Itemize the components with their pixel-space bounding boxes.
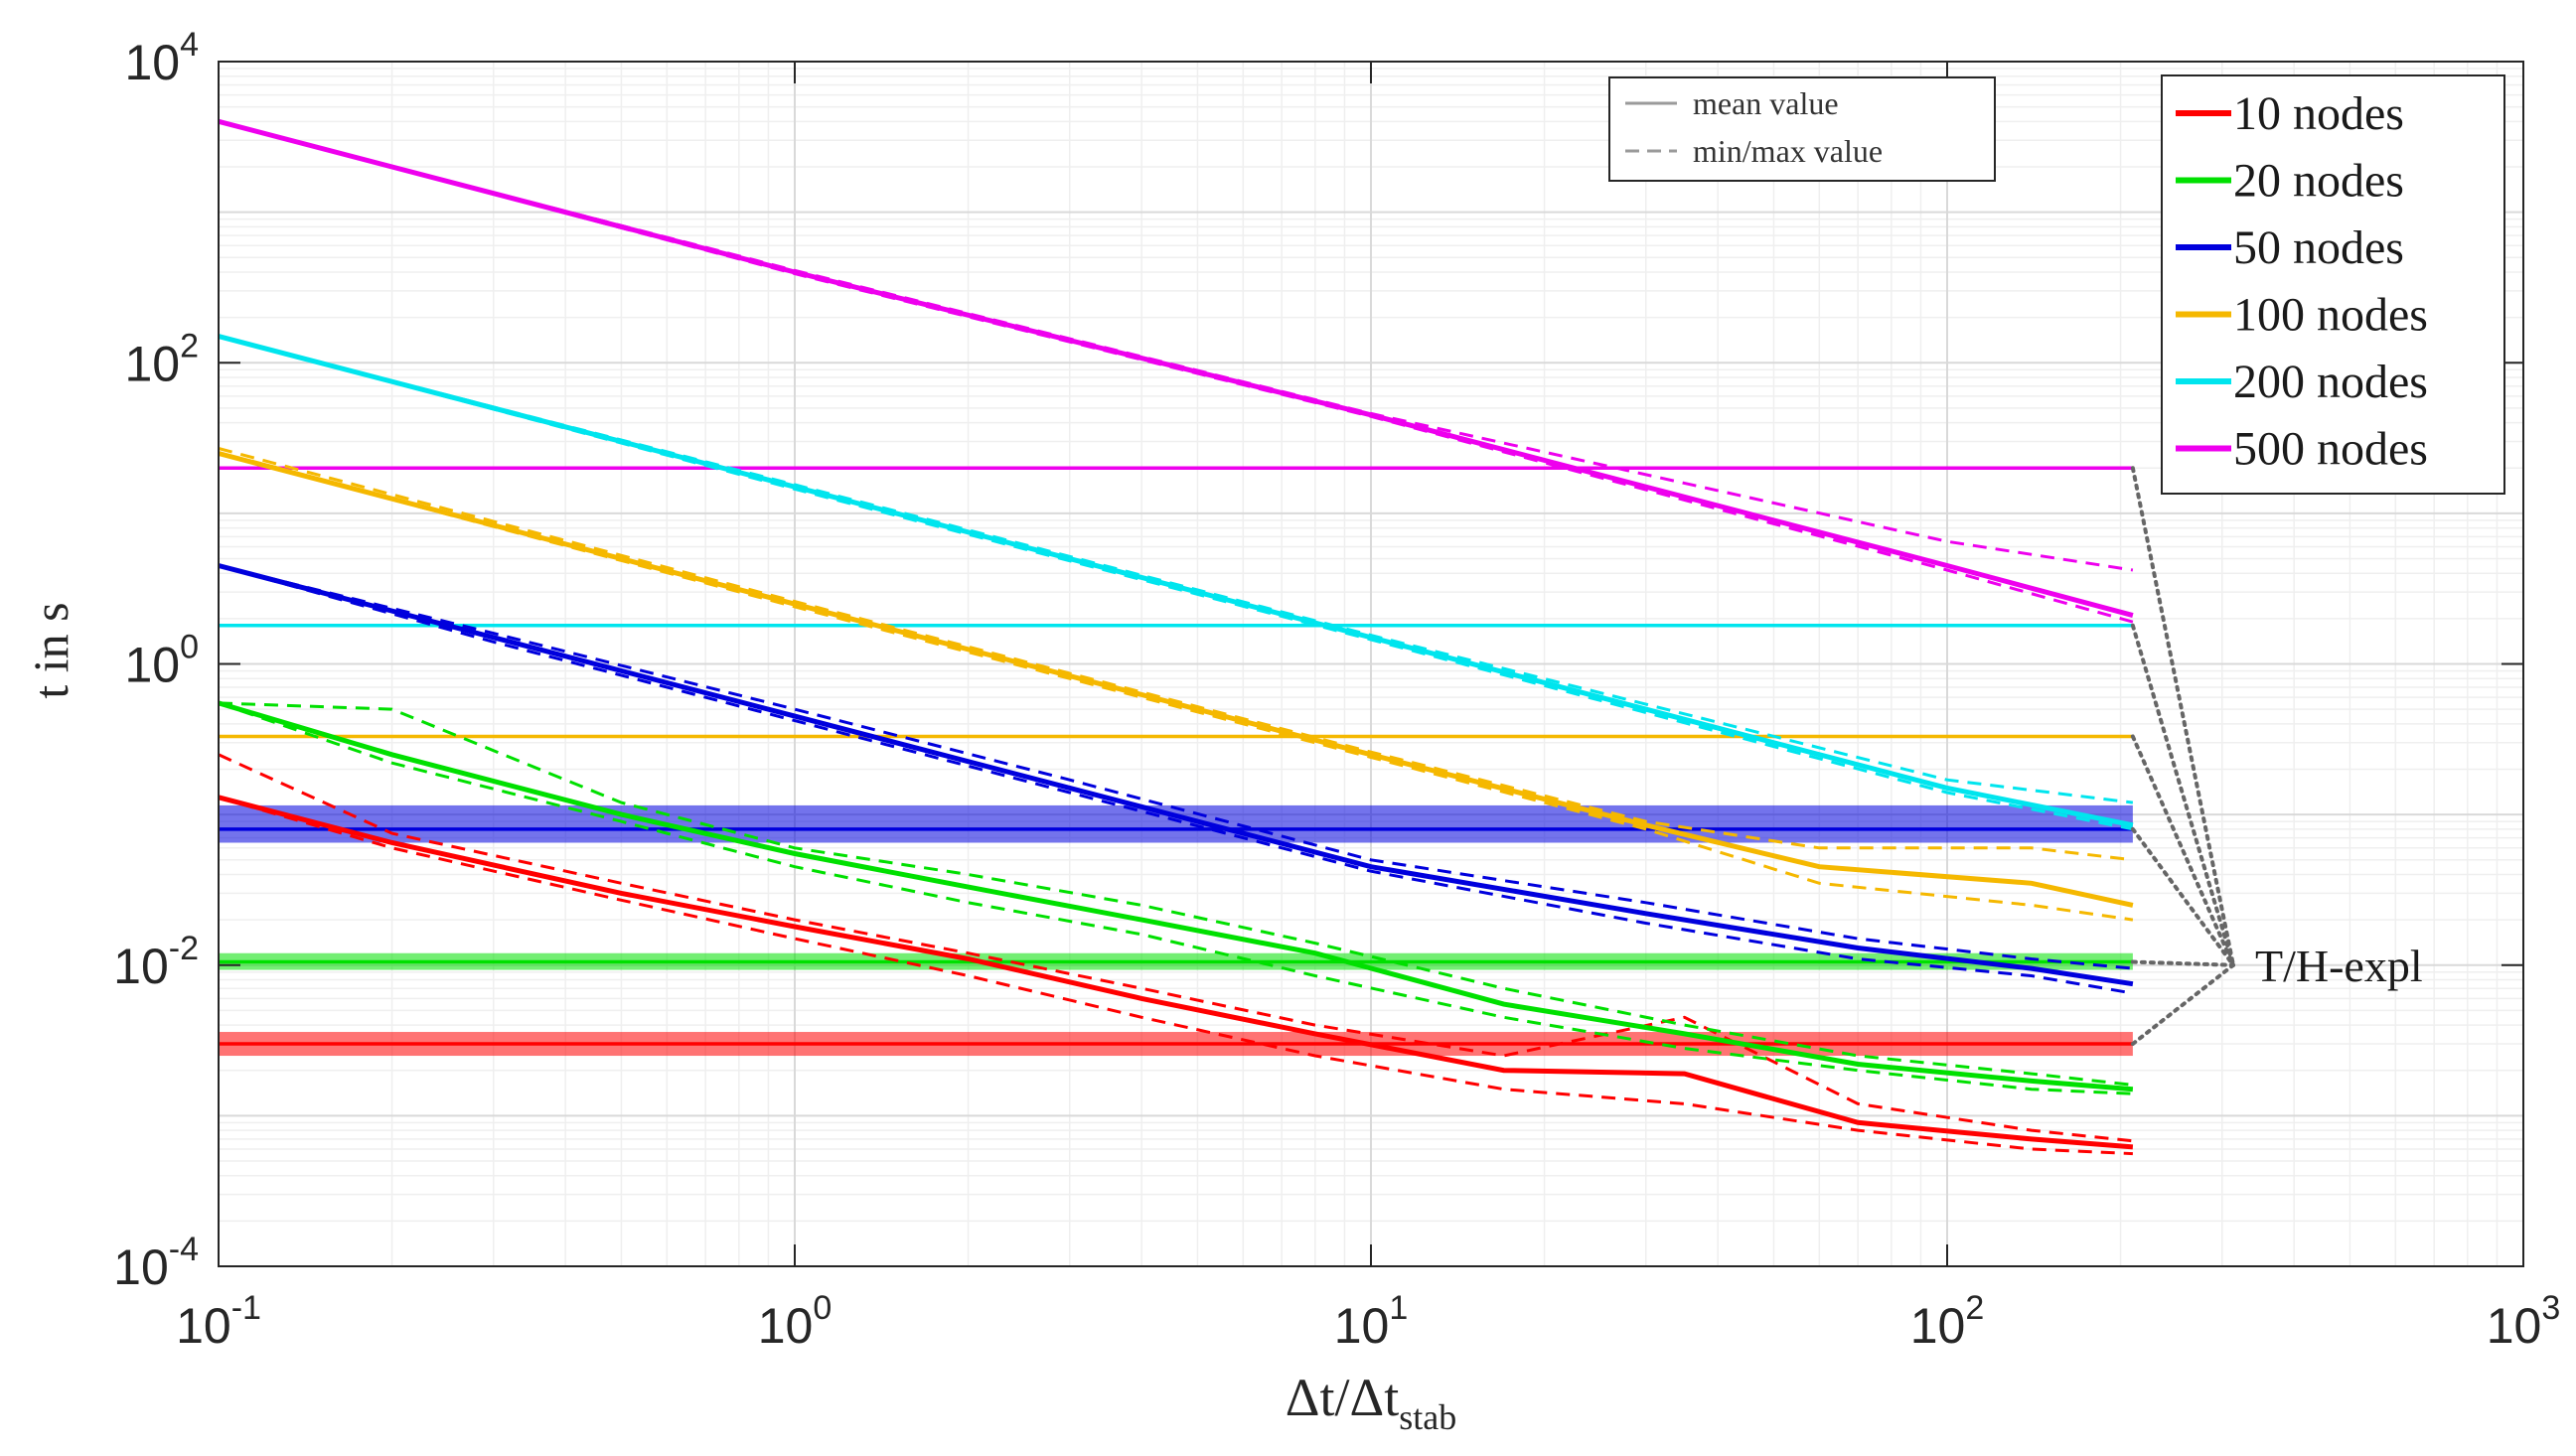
series-mean-line bbox=[218, 118, 2134, 619]
x-tick-label: 102 bbox=[1910, 1289, 1985, 1354]
series-legend-label: 200 nodes bbox=[2233, 356, 2428, 408]
series-legend: 10 nodes 20 nodes 50 nodes 100 nodes 200 nod… bbox=[2161, 74, 2505, 495]
series-legend-label: 10 nodes bbox=[2233, 87, 2404, 140]
series-legend-label: 100 nodes bbox=[2233, 289, 2428, 342]
style-legend-box bbox=[1608, 76, 1996, 182]
y-axis-label: t in s bbox=[23, 602, 78, 698]
series-max-line bbox=[218, 564, 2134, 970]
x-tick-label: 101 bbox=[1334, 1289, 1409, 1354]
style-legend: mean value min/max value bbox=[1608, 76, 1996, 182]
x-tick-label: 103 bbox=[2487, 1289, 2561, 1354]
annotation-connector bbox=[2130, 826, 2235, 967]
y-tick-label: 104 bbox=[124, 26, 199, 90]
y-tick-label: 10-4 bbox=[113, 1231, 199, 1295]
annotation-connector bbox=[2130, 734, 2235, 967]
series-legend-label: 20 nodes bbox=[2233, 155, 2404, 208]
y-tick-label: 10-2 bbox=[113, 930, 199, 994]
series-max-line bbox=[218, 701, 2134, 1087]
series-mean-line bbox=[218, 334, 2134, 828]
series-mean-line bbox=[218, 795, 2134, 1150]
annotation-connector bbox=[2130, 466, 2235, 967]
annotation-connector bbox=[2130, 962, 2235, 1047]
series-legend-label: 500 nodes bbox=[2233, 423, 2428, 476]
expl-band bbox=[219, 804, 2133, 843]
series-mean-line bbox=[218, 451, 2134, 908]
x-tick-label: 100 bbox=[758, 1289, 833, 1354]
x-tick-label: 10-1 bbox=[176, 1289, 261, 1354]
y-tick-label: 100 bbox=[124, 629, 199, 693]
series-legend-label: 50 nodes bbox=[2233, 221, 2404, 274]
series-mean-line bbox=[218, 700, 2134, 1092]
series-max-line bbox=[218, 447, 2134, 862]
style-legend-label: min/max value bbox=[1693, 133, 1883, 169]
annotation-connector bbox=[2130, 623, 2235, 967]
series-legend-box bbox=[2161, 74, 2505, 495]
annotation-connector bbox=[2130, 959, 2235, 967]
series-min-line bbox=[218, 796, 2133, 1156]
series-min-line bbox=[218, 701, 2133, 1095]
y-tick-label: 102 bbox=[124, 327, 199, 391]
style-legend-label: mean value bbox=[1693, 85, 1839, 121]
series-mean-line bbox=[218, 563, 2134, 987]
series-min-line bbox=[218, 452, 2134, 922]
series-min-line bbox=[218, 564, 2134, 995]
x-axis-label: Δt/Δtstab bbox=[1286, 1368, 1456, 1437]
annotation-text: T/H-expl bbox=[2255, 941, 2423, 991]
